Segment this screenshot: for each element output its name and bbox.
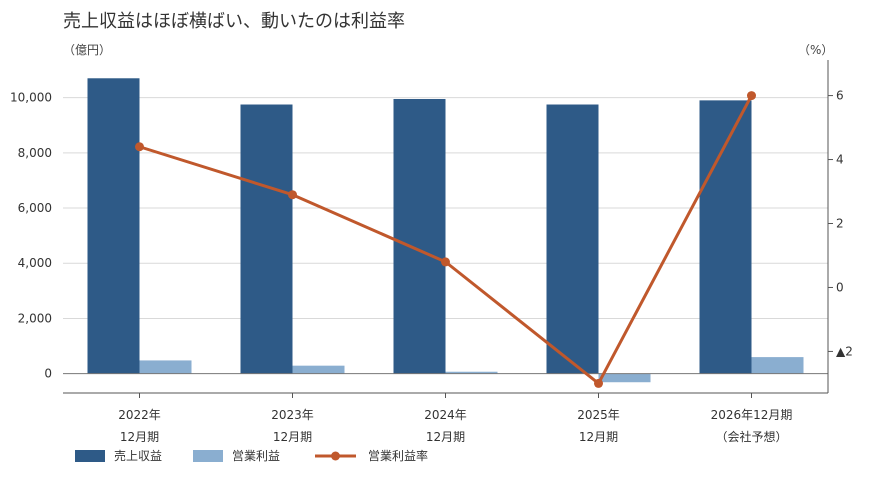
bar-operating-profit: [751, 357, 804, 374]
legend: 売上収益 営業利益 営業利益率: [75, 448, 428, 463]
chart-title: 売上収益はほぼ横ばい、動いたのは利益率: [63, 11, 405, 32]
operating-margin-point: [747, 91, 756, 101]
x-tick-label: 2022年: [118, 408, 161, 422]
legend-label-operating-margin: 営業利益率: [368, 448, 428, 463]
x-tick-label-line2: 12月期: [120, 430, 159, 444]
x-tick-label: 2026年12月期: [711, 408, 793, 422]
bar-operating-profit: [598, 373, 651, 383]
bar-series: [87, 78, 804, 383]
x-tick-label-line2: 12月期: [579, 430, 618, 444]
line-series: [135, 91, 756, 388]
legend-swatch-operating-profit: [193, 450, 223, 462]
y-right-tick-label: 2: [836, 217, 844, 231]
x-tick-label-line2: （会社予想）: [715, 429, 787, 444]
bar-revenue: [87, 78, 140, 374]
y-left-tick-label: 10,000: [10, 91, 52, 105]
y-left-tick-label: 8,000: [18, 146, 52, 160]
operating-margin-point: [288, 190, 297, 200]
y-left-tick-label: 6,000: [18, 201, 52, 215]
x-tick-label: 2024年: [424, 408, 467, 422]
left-axis-unit: （億円）: [63, 43, 111, 57]
y-left-tick-label: 4,000: [18, 256, 52, 270]
x-tick-label-line2: 12月期: [426, 430, 465, 444]
x-tick-label-line2: 12月期: [273, 430, 312, 444]
operating-margin-point: [594, 378, 603, 388]
operating-margin-point: [135, 142, 144, 152]
y-right-tick-label: 0: [836, 280, 844, 294]
bar-revenue: [240, 104, 293, 374]
legend-label-operating-profit: 営業利益: [232, 449, 280, 463]
bar-revenue: [546, 104, 599, 374]
x-tick-label: 2023年: [271, 408, 314, 422]
right-axis-unit: （%）: [798, 43, 833, 57]
legend-label-revenue: 売上収益: [114, 448, 162, 463]
y-left-tick-label: 2,000: [18, 311, 52, 325]
bar-operating-profit: [445, 371, 498, 374]
bar-revenue: [393, 98, 446, 374]
x-tick-label: 2025年: [577, 408, 620, 422]
legend-swatch-revenue: [75, 450, 105, 462]
tick-labels: 0 2,000 4,000 6,000 8,000 10,000 ▲2 0 2 4 6 2022年 12…: [10, 89, 853, 444]
axes: [63, 60, 833, 398]
y-left-tick-label: 0: [44, 367, 52, 381]
legend-marker-operating-margin: [331, 451, 340, 461]
y-right-tick-label: 4: [836, 153, 844, 167]
y-right-tick-label: 6: [836, 89, 844, 103]
y-right-tick-label: ▲2: [836, 344, 853, 358]
bar-operating-profit: [292, 365, 345, 374]
bar-operating-profit: [139, 360, 192, 374]
operating-margin-point: [441, 257, 450, 267]
